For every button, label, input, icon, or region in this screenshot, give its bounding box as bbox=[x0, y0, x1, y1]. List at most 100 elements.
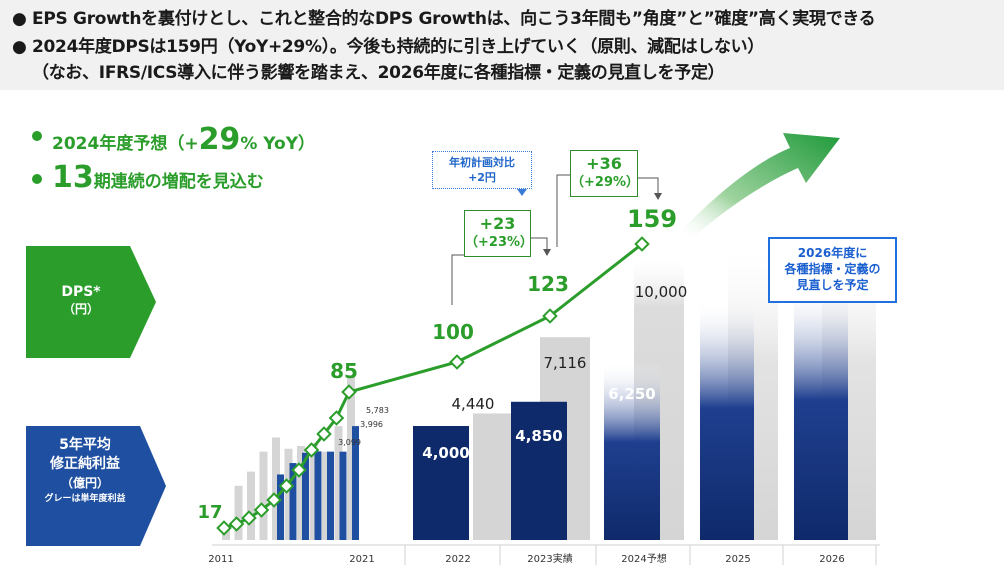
connector-box1-arrow bbox=[531, 237, 548, 251]
connector-box1 bbox=[451, 254, 464, 305]
box2-percent: （+29%） bbox=[571, 175, 640, 190]
dps-point bbox=[449, 354, 465, 370]
dps-point bbox=[216, 520, 232, 536]
single-year-income-bar bbox=[297, 445, 305, 540]
kp1-unit: % YoY） bbox=[240, 134, 316, 154]
plan-comparison-note: 年初計画対比 +2円 bbox=[432, 151, 532, 189]
dps-point bbox=[253, 502, 270, 518]
header-line-2: ● 2024年度DPSは159円（YoY+29%）。今後も持続的に引き上げていく（… bbox=[12, 32, 764, 57]
dps-point bbox=[228, 516, 245, 532]
dps-point bbox=[542, 308, 558, 324]
future-avg-income-placeholder-bar bbox=[794, 285, 848, 540]
kp2-suffix: 期連続の増配を見込む bbox=[93, 172, 264, 192]
dps-title: DPS* bbox=[61, 284, 101, 300]
x-tick-label: 2011 bbox=[208, 554, 233, 565]
key-point-consecutive: 13期連続の増配を見込む bbox=[32, 160, 264, 195]
bullet-dot bbox=[32, 131, 42, 141]
avg-income-bar bbox=[327, 451, 334, 540]
x-tick-label: 2026 bbox=[819, 554, 844, 565]
note-pointer bbox=[517, 189, 527, 196]
single-year-income-label: 3,996 bbox=[360, 420, 383, 429]
single-year-income-bar bbox=[259, 451, 268, 540]
arrowhead-box2 bbox=[654, 193, 662, 200]
single-year-income-bar bbox=[247, 471, 255, 540]
profit-label-arrow bbox=[26, 426, 166, 546]
avg-income-bar bbox=[339, 451, 347, 540]
avg-income-label: 4,850 bbox=[515, 427, 562, 445]
single-year-income-label: 5,783 bbox=[366, 406, 389, 415]
profit-label: 5年平均 修正純利益 （億円） グレーは単年度利益 bbox=[26, 436, 144, 505]
single-year-income-bar bbox=[234, 485, 243, 540]
header-text-1: EPS Growthを裏付けとし、これと整合的なDPS Growthは、向こう3… bbox=[32, 9, 876, 29]
dps-value-label: 100 bbox=[432, 320, 474, 344]
avg-income-bar bbox=[352, 426, 359, 540]
dps-point bbox=[303, 442, 320, 458]
single-year-income-bar bbox=[284, 448, 293, 540]
connector-box2 bbox=[556, 174, 570, 247]
avg-income-bar bbox=[302, 452, 309, 540]
profit-unit: （億円） bbox=[60, 476, 109, 490]
avg-income-label: 4,000 bbox=[422, 444, 469, 462]
avg-income-bar bbox=[604, 361, 660, 540]
avg-income-bar bbox=[289, 463, 297, 540]
dps-value-label: 159 bbox=[627, 205, 677, 233]
avg-income-bar bbox=[511, 401, 567, 540]
header-banner: ● EPS Growthを裏付けとし、これと整合的なDPS Growthは、向こう… bbox=[0, 0, 1004, 90]
single-year-income-bar bbox=[347, 375, 355, 540]
box1-amount: +23 bbox=[479, 214, 516, 233]
avg-income-bar bbox=[413, 426, 469, 540]
increase-box-2024: +36 （+29%） bbox=[570, 150, 640, 197]
connector-box2-arrow bbox=[638, 177, 659, 195]
x-tick-label: 2021 bbox=[349, 554, 374, 565]
header-line-1: ● EPS Growthを裏付けとし、これと整合的なDPS Growthは、向こう… bbox=[12, 4, 876, 29]
dps-point bbox=[634, 236, 650, 252]
dps-point bbox=[291, 462, 307, 478]
single-year-income-label: 3,099 bbox=[338, 438, 361, 447]
dps-point bbox=[266, 492, 282, 508]
bullet-dot bbox=[32, 174, 42, 184]
header-line-3: （なお、IFRS/ICS導入に伴う影響を踏まえ、2026年度に各種指標・定義の見… bbox=[32, 63, 725, 83]
box1-percent: （+23%） bbox=[465, 235, 534, 250]
avg-income-bar bbox=[314, 451, 322, 540]
dps-point bbox=[328, 410, 345, 426]
future-avg-income-placeholder-bar bbox=[700, 300, 754, 540]
review-line-1: 2026年度に bbox=[797, 246, 868, 260]
increase-box-2023: +23 （+23%） bbox=[464, 210, 534, 257]
profit-note: グレーは単年度利益 bbox=[44, 494, 126, 504]
review-2026-box: 2026年度に 各種指標・定義の 見直しを予定 bbox=[768, 237, 897, 303]
key-point-yoy: 2024年度予想（+29% YoY） bbox=[32, 122, 316, 157]
kp1-prefix: 2024年度予想（+ bbox=[52, 134, 199, 154]
kp1-big-number: 29 bbox=[198, 122, 241, 157]
dps-value-label: 85 bbox=[330, 359, 358, 383]
single-year-income-label: 4,440 bbox=[452, 395, 495, 413]
review-line-3: 見直しを予定 bbox=[796, 278, 869, 292]
dps-point bbox=[278, 478, 295, 494]
dps-label: DPS* （円） bbox=[26, 284, 136, 318]
profit-title-2: 修正純利益 bbox=[50, 456, 120, 472]
review-line-2: 各種指標・定義の bbox=[784, 262, 881, 276]
dps-value-label: 123 bbox=[527, 272, 569, 296]
dps-value-label: 17 bbox=[197, 502, 222, 523]
x-tick-label: 2022 bbox=[445, 554, 470, 565]
header-text-2: 2024年度DPSは159円（YoY+29%）。今後も持続的に引き上げていく（原… bbox=[32, 37, 765, 57]
single-year-income-bar bbox=[272, 437, 280, 540]
x-tick-label: 2025 bbox=[725, 554, 750, 565]
growth-trend-arrow bbox=[680, 133, 840, 240]
bullet: ● bbox=[12, 37, 27, 57]
note-line-1: 年初計画対比 bbox=[449, 156, 515, 169]
dps-label-arrow bbox=[26, 246, 156, 358]
arrowhead-box1 bbox=[543, 249, 551, 256]
single-year-income-label: 7,116 bbox=[544, 354, 587, 372]
x-tick-label: 2024予想 bbox=[621, 552, 666, 565]
profit-title-1: 5年平均 bbox=[59, 437, 111, 453]
box2-amount: +36 bbox=[586, 154, 622, 173]
dps-unit: （円） bbox=[62, 302, 99, 316]
bullet: ● bbox=[12, 9, 27, 29]
single-year-income-label: 10,000 bbox=[635, 283, 688, 301]
single-year-income-bar bbox=[322, 451, 330, 540]
avg-income-bar bbox=[277, 474, 284, 540]
x-tick-label: 2023実績 bbox=[527, 552, 572, 565]
single-year-income-bar bbox=[309, 443, 318, 540]
dps-point bbox=[316, 426, 332, 442]
dps-point bbox=[341, 384, 357, 400]
